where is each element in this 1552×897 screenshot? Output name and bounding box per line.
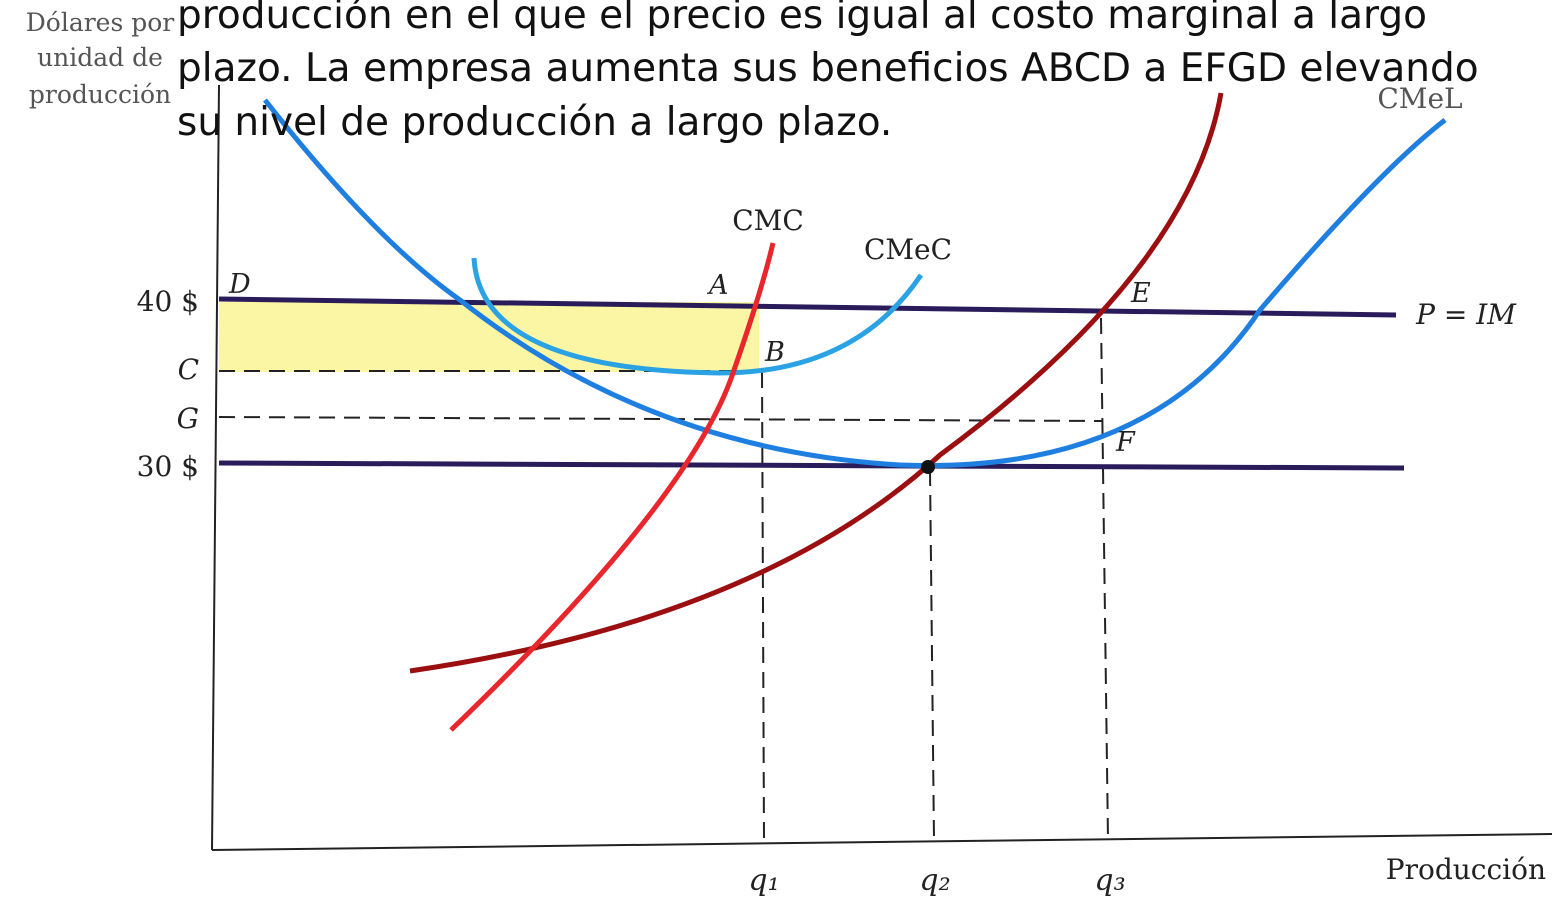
price-line-40: [218, 296, 1397, 318]
price-line-30: [218, 460, 1405, 471]
cmec-label: CMeC: [864, 233, 952, 266]
x-axis: [211, 833, 1552, 851]
x-tick-q2: q₂: [919, 863, 950, 897]
price-label: P = IM: [1415, 298, 1517, 331]
x-tick-q1: q₁: [748, 863, 779, 897]
cmc-label: CMC: [732, 204, 804, 237]
point-label-e: E: [1130, 278, 1151, 309]
point-label-a: A: [706, 270, 729, 301]
y-axis-title-line-1: Dólares por: [26, 8, 175, 37]
cmel-label: CMeL: [1377, 82, 1462, 115]
point-label-b: B: [764, 337, 785, 368]
cmc-curve: [449, 242, 776, 732]
cmel-curve: [263, 98, 1447, 469]
y-tick-g: G: [177, 402, 199, 435]
caption-line-2: plazo. La empresa aumenta sus beneficios…: [177, 46, 1479, 91]
caption-line-3: su nivel de producción a largo plazo.: [177, 100, 893, 145]
y-axis: [211, 84, 220, 851]
caption-overlay: producción en el que el precio es igual …: [177, 0, 1479, 147]
y-tick-40: 40 $: [137, 285, 199, 318]
y-tick-30: 30 $: [137, 450, 199, 483]
profit-area-abcd: [219, 302, 759, 372]
x-axis-title: Producción: [1386, 853, 1546, 886]
point-label-d: D: [228, 269, 251, 300]
x-tick-q3: q₃: [1094, 863, 1125, 897]
cmgl-curve: [409, 92, 1224, 674]
equilibrium-point: [921, 460, 935, 474]
point-label-f: F: [1115, 427, 1136, 458]
caption-line-1: producción en el que el precio es igual …: [177, 0, 1427, 38]
y-tick-c: C: [178, 353, 199, 386]
y-axis-title-line-3: producción: [29, 80, 171, 109]
dashed-guides: [218, 317, 1109, 841]
cmec-curve: [471, 257, 924, 376]
y-axis-title-line-2: unidad de: [37, 43, 163, 72]
